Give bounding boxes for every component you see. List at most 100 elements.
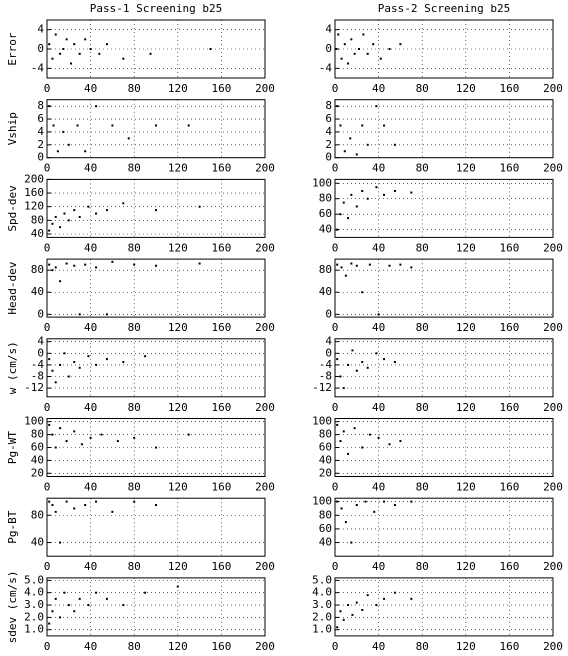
x-tick-label: 40: [372, 82, 385, 95]
y-axis-label: Pg-WT: [6, 431, 19, 464]
plot-frame: [334, 497, 554, 557]
point: [95, 266, 98, 269]
x-tick-label: 160: [211, 321, 231, 334]
x-tick-label: 200: [255, 162, 275, 175]
point: [372, 43, 375, 46]
point: [344, 274, 347, 277]
y-tick-label: 6: [37, 112, 44, 125]
x-tick-label: 120: [456, 241, 476, 254]
x-tick-label: 160: [211, 640, 231, 653]
x-tick-label: 200: [543, 162, 563, 175]
y-tick-label: -4: [319, 61, 333, 74]
x-tick-label: 0: [44, 640, 51, 653]
point: [393, 190, 396, 192]
point: [62, 130, 65, 133]
point: [105, 313, 108, 316]
x-tick-label: 40: [84, 321, 97, 334]
y-tick-label: 4: [325, 335, 332, 348]
y-tick-label: 3.0: [312, 598, 332, 611]
y-axis-label: Spd-dev: [6, 185, 19, 232]
x-tick-label: 200: [255, 640, 275, 653]
point: [87, 205, 90, 208]
point: [122, 202, 125, 205]
panel-title: Pass-1 Screening b25: [90, 2, 222, 15]
point: [410, 191, 413, 194]
x-tick-label: 40: [372, 162, 385, 175]
x-tick-label: 40: [372, 640, 385, 653]
point: [48, 263, 51, 266]
point: [339, 213, 342, 216]
point: [54, 597, 57, 600]
x-tick-label: 40: [372, 241, 385, 254]
point: [62, 48, 65, 50]
point: [362, 33, 365, 36]
y-tick-label: -12: [24, 381, 44, 394]
point: [155, 446, 157, 449]
plot-frame: [334, 178, 554, 238]
point: [95, 212, 98, 215]
y-tick-label: 2.0: [24, 610, 44, 623]
x-tick-label: 80: [128, 640, 141, 653]
point: [65, 440, 68, 443]
x-tick-label: 0: [332, 401, 339, 414]
point: [355, 601, 358, 604]
point: [350, 193, 353, 196]
x-tick-label: 200: [543, 241, 563, 254]
point: [73, 610, 76, 613]
x-tick-label: 120: [456, 162, 476, 175]
point: [393, 591, 396, 594]
point: [343, 43, 346, 46]
point: [84, 38, 87, 41]
plot-frame: [334, 577, 554, 637]
point: [347, 217, 350, 220]
plot-frame: [334, 338, 554, 398]
y-tick-label: -4: [31, 358, 45, 371]
y-tick-label: 4: [37, 335, 44, 348]
y-tick-label: 80: [319, 508, 332, 521]
y-tick-label: 1.0: [312, 623, 332, 636]
point: [353, 427, 356, 430]
x-tick-label: 120: [456, 640, 476, 653]
x-tick-label: 160: [211, 162, 231, 175]
point: [355, 504, 358, 507]
point: [361, 361, 364, 363]
point: [149, 52, 152, 55]
x-tick-label: 120: [456, 82, 476, 95]
point: [355, 369, 358, 372]
x-tick-label: 80: [128, 321, 141, 334]
x-tick-label: 200: [543, 321, 563, 334]
point: [73, 361, 76, 363]
x-tick-label: 0: [332, 241, 339, 254]
y-tick-label: -8: [319, 370, 332, 383]
point: [133, 500, 136, 503]
y-axis-label: Pg-BT: [6, 510, 19, 543]
x-tick-label: 80: [128, 241, 141, 254]
y-axis-label: Head-dev: [6, 261, 19, 314]
x-tick-label: 80: [128, 481, 141, 494]
point: [80, 443, 83, 446]
point: [133, 436, 136, 439]
point: [78, 366, 81, 369]
point: [176, 585, 179, 588]
x-tick-label: 0: [332, 162, 339, 175]
point: [155, 209, 157, 212]
panel-title: Pass-2 Screening b25: [378, 2, 510, 15]
y-tick-label: 0: [325, 307, 332, 320]
point: [48, 500, 51, 503]
point: [87, 604, 90, 607]
x-tick-label: 120: [168, 640, 188, 653]
point: [357, 48, 360, 50]
x-tick-label: 120: [168, 82, 188, 95]
x-tick-label: 80: [128, 401, 141, 414]
y-tick-label: 80: [319, 192, 332, 205]
point: [410, 597, 413, 600]
point: [187, 124, 190, 127]
y-axis-label: w (cm/s): [6, 341, 19, 394]
point: [340, 266, 343, 269]
y-tick-label: 40: [31, 227, 44, 240]
point: [393, 504, 396, 507]
plot-frame: [46, 577, 266, 637]
y-tick-label: 60: [319, 207, 332, 220]
point: [361, 608, 364, 611]
